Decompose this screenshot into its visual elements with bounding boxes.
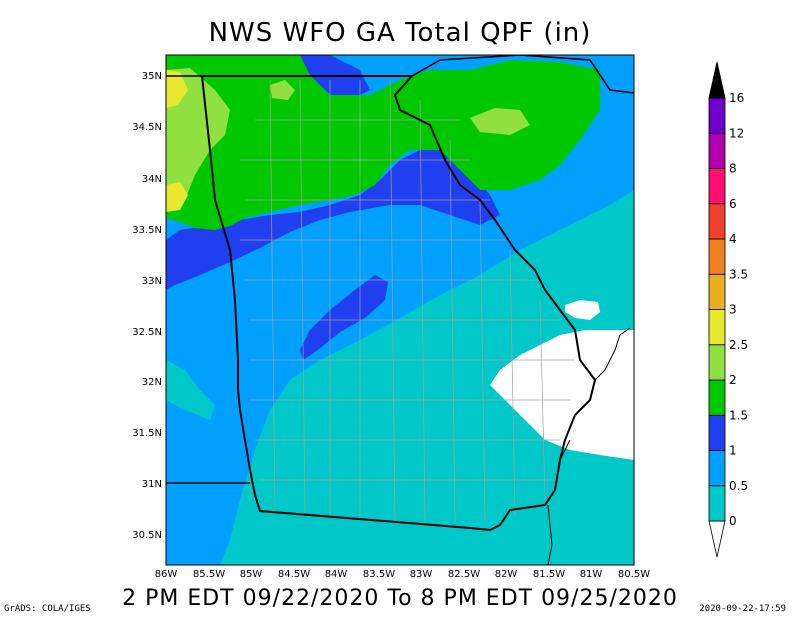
qpf-band-2p5-3-ne: [470, 108, 530, 135]
colorbar-bin: [708, 273, 726, 310]
colorbar-legend: 0 0.5 1 1.5 2 2.5 3 3.5 4 6 8 12 16: [708, 61, 748, 558]
qpf-band-3-3p5-sw: [166, 182, 188, 212]
georgia-state-outline: [200, 75, 597, 532]
colorbar-bin: [708, 485, 726, 522]
county-boundaries: [240, 79, 575, 523]
colorbar-label: 6: [729, 197, 737, 211]
lat-label: 30.5N: [132, 530, 162, 541]
colorbar-label: 3: [729, 303, 737, 317]
state-borders: [166, 55, 634, 512]
lat-label: 34N: [142, 174, 162, 185]
colorbar-label: 0: [729, 514, 737, 528]
valid-period: 2 PM EDT 09/22/2020 To 8 PM EDT 09/25/20…: [122, 586, 678, 611]
latitude-axis: 35N 34.5N 34N 33.5N 33N 32.5N 32N 31.5N …: [132, 71, 162, 541]
longitude-axis: 86W 85.5W 85W 84.5W 84W 83.5W 83W 82.5W …: [155, 569, 651, 580]
lon-label: 83W: [410, 569, 433, 580]
colorbar-label: 2.5: [729, 338, 748, 352]
colorbar-bin: [708, 520, 726, 558]
timestamp: 2020-09-22-17:59: [699, 604, 786, 614]
colorbar-bin: [708, 344, 726, 381]
lat-label: 31N: [142, 479, 162, 490]
colorbar-label: 1.5: [729, 408, 748, 422]
lon-label: 80.5W: [618, 569, 650, 580]
qpf-band-0p5-1: [220, 190, 634, 565]
qpf-band-3-3p5: [166, 70, 188, 108]
qpf-band-1p5-2: [166, 150, 500, 290]
lon-label: 85W: [240, 569, 263, 580]
colorbar-bin: [708, 168, 726, 205]
lon-label: 84W: [325, 569, 348, 580]
colorbar-label: 2: [729, 373, 737, 387]
colorbar-bin: [708, 97, 726, 134]
colorbar-bin: [708, 414, 726, 451]
plot-frame: [165, 54, 635, 566]
colorbar-label: 12: [729, 126, 744, 140]
colorbar-label: 16: [729, 91, 744, 105]
colorbar-bin: [708, 450, 726, 487]
colorbar-bin: [708, 132, 726, 169]
qpf-band-2-2p5: [166, 55, 600, 230]
colorbar-label: 8: [729, 162, 737, 176]
lon-label: 81.5W: [533, 569, 565, 580]
qpf-band-0p5-1-west: [166, 360, 215, 420]
lat-label: 32.5N: [132, 327, 162, 338]
colorbar-bin: [708, 379, 726, 416]
lat-label: 31.5N: [132, 428, 162, 439]
colorbar-bin: [708, 309, 726, 346]
grads-credit: GrADS: COLA/IGES: [4, 604, 91, 614]
lat-label: 35N: [142, 71, 162, 82]
colorbar-bin: [708, 238, 726, 275]
qpf-band-2p5-3-n: [270, 80, 295, 100]
lon-label: 83.5W: [363, 569, 395, 580]
lat-label: 33.5N: [132, 225, 162, 236]
lon-label: 85.5W: [193, 569, 225, 580]
qpf-band-none-coast: [490, 330, 634, 460]
colorbar-label: 0.5: [729, 479, 748, 493]
lon-label: 81W: [580, 569, 603, 580]
lon-label: 82.5W: [448, 569, 480, 580]
sc-coast: [547, 327, 631, 565]
lat-label: 34.5N: [132, 122, 162, 133]
lat-label: 32N: [142, 377, 162, 388]
lon-label: 86W: [155, 569, 178, 580]
colorbar-bin: [708, 61, 726, 99]
colorbar-bin: [708, 203, 726, 240]
colorbar-label: 1: [729, 444, 737, 458]
qpf-band-1p5-2-inner: [300, 275, 388, 360]
colorbar-label: 3.5: [729, 267, 748, 281]
qpf-band-2p5-3: [166, 68, 230, 205]
lat-label: 33N: [142, 276, 162, 287]
colorbar-label: 4: [729, 232, 737, 246]
map-title: NWS WFO GA Total QPF (in): [208, 18, 592, 48]
qpf-band-none-offshore: [565, 300, 600, 320]
lon-label: 82W: [495, 569, 518, 580]
lon-label: 84.5W: [278, 569, 310, 580]
qpf-plot-area: [166, 55, 634, 565]
